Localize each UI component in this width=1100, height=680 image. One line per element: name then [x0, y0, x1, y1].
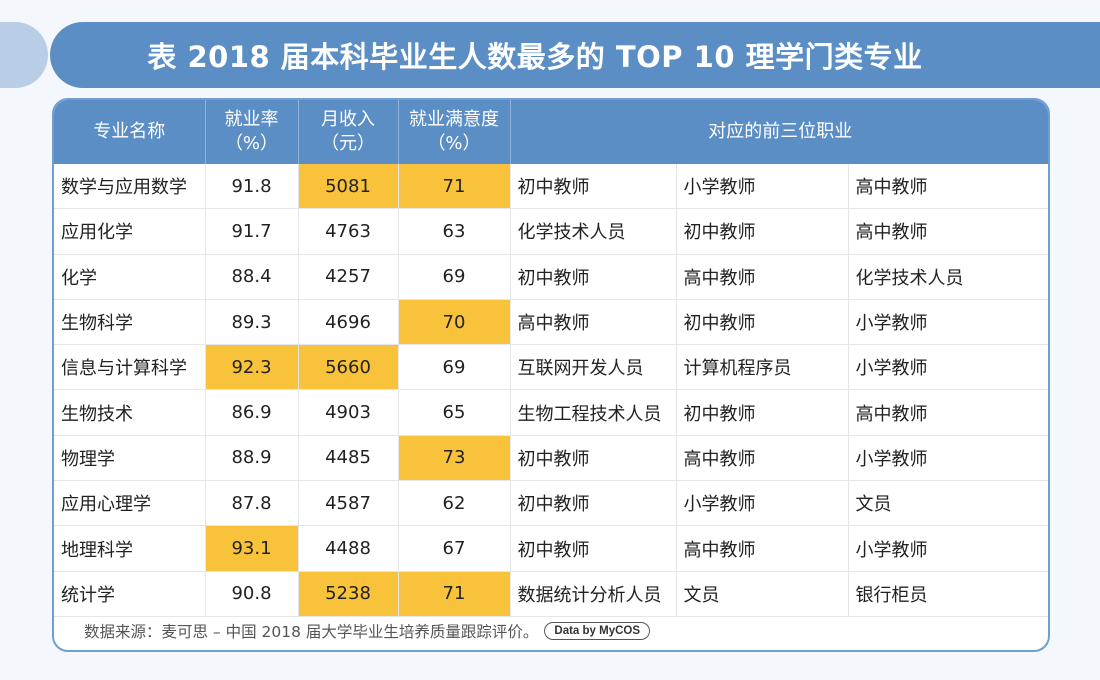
cell-satisfaction: 63 [398, 208, 511, 255]
cell-income: 4763 [298, 208, 399, 255]
cell-job3: 小学教师 [848, 525, 1048, 572]
cell-rate: 89.3 [205, 299, 299, 346]
table-title: 表 2018 届本科毕业生人数最多的 TOP 10 理学门类专业 [147, 40, 923, 74]
cell-income: 4587 [298, 480, 399, 527]
cell-income: 4488 [298, 525, 399, 572]
cell-satisfaction: 70 [398, 299, 511, 346]
cell-satisfaction: 69 [398, 344, 511, 391]
table-row: 物理学 88.9 4485 73 初中教师 高中教师 小学教师 [54, 435, 1048, 482]
cell-satisfaction: 73 [398, 435, 511, 482]
cell-rate: 91.8 [205, 164, 299, 210]
table-card: 专业名称 就业率 （%） 月收入 （元） 就业满意度 （%） 对应的前三位职业 数学与… [52, 98, 1050, 652]
cell-job1: 生物工程技术人员 [510, 389, 677, 436]
cell-job2: 初中教师 [676, 208, 849, 255]
cell-rate: 92.3 [205, 344, 299, 391]
cell-job3: 小学教师 [848, 344, 1048, 391]
table-row: 生物技术 86.9 4903 65 生物工程技术人员 初中教师 高中教师 [54, 389, 1048, 436]
cell-job3: 银行柜员 [848, 571, 1048, 617]
cell-job3: 小学教师 [848, 435, 1048, 482]
cell-job2: 高中教师 [676, 254, 849, 300]
table-row: 应用化学 91.7 4763 63 化学技术人员 初中教师 高中教师 [54, 208, 1048, 255]
header-monthly-income: 月收入 （元） [298, 100, 399, 164]
cell-major: 生物科学 [54, 299, 206, 346]
mycos-badge: Data by MyCOS [544, 622, 651, 640]
cell-job1: 数据统计分析人员 [510, 571, 677, 617]
cell-job3: 化学技术人员 [848, 254, 1048, 300]
cell-major: 数学与应用数学 [54, 164, 206, 210]
header-satisfaction: 就业满意度 （%） [398, 100, 511, 164]
title-tab-decoration [0, 22, 48, 88]
cell-income: 5238 [298, 571, 399, 617]
cell-major: 地理科学 [54, 525, 206, 572]
source-footer: 数据来源：麦可思 – 中国 2018 届大学毕业生培养质量跟踪评价。 Data … [84, 616, 651, 646]
cell-satisfaction: 71 [398, 164, 511, 210]
cell-income: 4903 [298, 389, 399, 436]
cell-major: 物理学 [54, 435, 206, 482]
cell-satisfaction: 69 [398, 254, 511, 300]
cell-satisfaction: 71 [398, 571, 511, 617]
cell-job1: 互联网开发人员 [510, 344, 677, 391]
cell-rate: 93.1 [205, 525, 299, 572]
cell-rate: 87.8 [205, 480, 299, 527]
cell-job2: 初中教师 [676, 389, 849, 436]
cell-income: 5660 [298, 344, 399, 391]
cell-income: 5081 [298, 164, 399, 210]
cell-job1: 初中教师 [510, 480, 677, 527]
table-row: 统计学 90.8 5238 71 数据统计分析人员 文员 银行柜员 [54, 571, 1048, 617]
table-row: 化学 88.4 4257 69 初中教师 高中教师 化学技术人员 [54, 254, 1048, 300]
cell-job2: 初中教师 [676, 299, 849, 346]
table-header-row: 专业名称 就业率 （%） 月收入 （元） 就业满意度 （%） 对应的前三位职业 [54, 100, 1048, 164]
table-row: 数学与应用数学 91.8 5081 71 初中教师 小学教师 高中教师 [54, 164, 1048, 210]
cell-income: 4485 [298, 435, 399, 482]
cell-major: 统计学 [54, 571, 206, 617]
cell-major: 信息与计算科学 [54, 344, 206, 391]
cell-job2: 文员 [676, 571, 849, 617]
table-row: 生物科学 89.3 4696 70 高中教师 初中教师 小学教师 [54, 299, 1048, 346]
cell-rate: 86.9 [205, 389, 299, 436]
cell-satisfaction: 65 [398, 389, 511, 436]
cell-major: 应用心理学 [54, 480, 206, 527]
cell-job3: 高中教师 [848, 164, 1048, 210]
cell-major: 应用化学 [54, 208, 206, 255]
cell-job2: 小学教师 [676, 164, 849, 210]
cell-rate: 90.8 [205, 571, 299, 617]
majors-table: 专业名称 就业率 （%） 月收入 （元） 就业满意度 （%） 对应的前三位职业 数学与… [54, 100, 1048, 617]
source-text: 数据来源：麦可思 – 中国 2018 届大学毕业生培养质量跟踪评价。 [84, 623, 539, 641]
cell-satisfaction: 62 [398, 480, 511, 527]
cell-job2: 计算机程序员 [676, 344, 849, 391]
cell-job1: 初中教师 [510, 525, 677, 572]
header-major: 专业名称 [54, 100, 206, 164]
cell-job1: 初中教师 [510, 435, 677, 482]
cell-job3: 小学教师 [848, 299, 1048, 346]
cell-major: 生物技术 [54, 389, 206, 436]
cell-major: 化学 [54, 254, 206, 300]
cell-job1: 初中教师 [510, 254, 677, 300]
table-row: 应用心理学 87.8 4587 62 初中教师 小学教师 文员 [54, 480, 1048, 527]
table-title-bar: 表 2018 届本科毕业生人数最多的 TOP 10 理学门类专业 [50, 22, 1100, 88]
cell-job2: 高中教师 [676, 435, 849, 482]
cell-job3: 高中教师 [848, 389, 1048, 436]
cell-job2: 高中教师 [676, 525, 849, 572]
table-row: 地理科学 93.1 4488 67 初中教师 高中教师 小学教师 [54, 525, 1048, 572]
cell-rate: 88.4 [205, 254, 299, 300]
header-top3-jobs: 对应的前三位职业 [510, 100, 1048, 164]
cell-job3: 高中教师 [848, 208, 1048, 255]
cell-satisfaction: 67 [398, 525, 511, 572]
cell-job3: 文员 [848, 480, 1048, 527]
cell-income: 4696 [298, 299, 399, 346]
cell-income: 4257 [298, 254, 399, 300]
cell-job1: 化学技术人员 [510, 208, 677, 255]
cell-job2: 小学教师 [676, 480, 849, 527]
table-row: 信息与计算科学 92.3 5660 69 互联网开发人员 计算机程序员 小学教师 [54, 344, 1048, 391]
header-employment-rate: 就业率 （%） [205, 100, 299, 164]
cell-rate: 88.9 [205, 435, 299, 482]
cell-job1: 初中教师 [510, 164, 677, 210]
cell-job1: 高中教师 [510, 299, 677, 346]
cell-rate: 91.7 [205, 208, 299, 255]
